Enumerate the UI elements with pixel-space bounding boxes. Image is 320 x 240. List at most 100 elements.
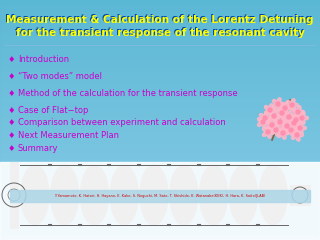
Bar [0,134,320,135]
Text: Y. Yamamoto, K. Hatori, H. Hayano, E. Kako, S. Noguchi, M. Sato, T. Shishido, K.: Y. Yamamoto, K. Hatori, H. Hayano, E. Ka… [54,194,266,198]
Ellipse shape [294,128,299,132]
Ellipse shape [56,197,74,223]
Bar [0,153,320,154]
Bar [0,101,320,102]
Ellipse shape [268,133,271,138]
Text: for the transient response of the resonant cavity: for the transient response of the resona… [15,27,303,37]
Bar [0,25,320,26]
Circle shape [268,108,272,112]
Bar [0,175,320,176]
Ellipse shape [300,110,305,114]
Bar [0,82,320,83]
Bar [0,202,320,203]
Bar [0,81,320,82]
Bar [0,162,320,163]
Ellipse shape [283,127,286,132]
Bar [0,94,320,95]
Bar [0,196,320,197]
Bar [0,116,320,117]
Bar [0,140,320,141]
Bar [0,230,320,231]
Bar [0,147,320,148]
Ellipse shape [292,106,295,111]
Bar [0,54,320,55]
Ellipse shape [297,114,301,118]
Bar [0,108,320,109]
Bar [0,51,320,52]
Bar [0,11,320,12]
Circle shape [285,124,289,128]
Bar [0,168,320,169]
Bar [0,189,320,190]
Bar [0,220,320,221]
Bar [0,233,320,234]
Bar [0,12,320,13]
Ellipse shape [267,125,271,129]
Bar [0,4,320,5]
Bar [0,107,320,108]
Ellipse shape [258,118,262,122]
Circle shape [292,121,296,125]
Bar [0,152,320,153]
Text: “Two modes” model: “Two modes” model [18,72,102,81]
Bar [0,1,320,2]
Bar [0,41,320,42]
Bar [0,142,320,143]
Text: ♦: ♦ [8,55,15,64]
Bar [0,118,320,119]
Ellipse shape [291,115,295,119]
Ellipse shape [258,122,262,126]
Ellipse shape [294,124,299,128]
Bar [0,212,320,213]
Bar [0,205,320,206]
Ellipse shape [85,167,103,193]
Bar [0,159,320,160]
Ellipse shape [293,117,297,122]
Bar [0,213,320,214]
Bar [0,31,320,32]
Ellipse shape [300,129,303,134]
Ellipse shape [264,197,282,223]
Bar [0,119,320,120]
Bar [0,110,320,111]
Bar [0,70,320,71]
Ellipse shape [26,197,44,223]
Bar [0,160,320,161]
Bar [0,96,320,97]
Bar [0,164,320,165]
Bar [0,89,320,90]
Ellipse shape [85,197,103,223]
Ellipse shape [281,114,285,119]
Bar [0,34,320,35]
Bar [0,64,320,65]
Bar [0,87,320,88]
Text: Introduction: Introduction [18,55,69,64]
Bar [0,77,320,78]
Bar [0,71,320,72]
Ellipse shape [284,109,288,114]
Bar [0,199,320,200]
Text: Method of the calculation for the transient response: Method of the calculation for the transi… [18,89,238,98]
Bar [0,203,320,204]
Bar [0,14,320,15]
Ellipse shape [26,167,44,193]
Ellipse shape [284,117,288,121]
Ellipse shape [279,116,283,121]
Ellipse shape [80,165,108,225]
Bar [0,125,320,126]
Bar [0,156,320,157]
Bar [0,178,320,179]
Ellipse shape [268,112,273,116]
Bar [0,169,320,170]
Bar [0,65,320,66]
Ellipse shape [115,167,133,193]
Text: Next Measurement Plan: Next Measurement Plan [18,131,119,140]
Ellipse shape [234,197,252,223]
Bar [0,35,320,36]
Ellipse shape [273,117,277,122]
Bar [0,46,320,47]
Bar [0,60,320,61]
Ellipse shape [271,119,275,124]
Ellipse shape [292,128,298,132]
Bar [0,227,320,228]
